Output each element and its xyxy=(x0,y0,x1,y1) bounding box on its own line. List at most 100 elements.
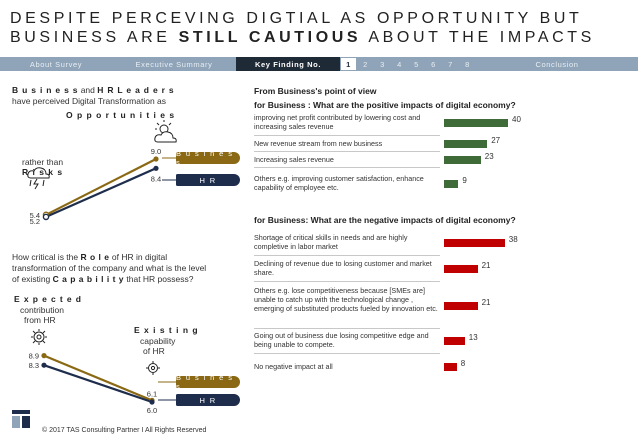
negative-impact-separator-2 xyxy=(254,281,440,282)
hr-opportunity-line xyxy=(45,167,157,218)
negative-impact-value-1: 38 xyxy=(508,235,518,244)
heading-and: and xyxy=(78,85,98,95)
question-part-c: of existing xyxy=(12,274,53,284)
nav-page-7[interactable]: 7 xyxy=(448,59,453,69)
business-legend-pill-top: B u s i n e s s xyxy=(176,149,240,167)
positive-impact-bar-4 xyxy=(444,180,459,188)
negative-impact-value-3: 21 xyxy=(481,298,491,307)
hr-risk-value: 5.2 xyxy=(30,217,40,226)
hr-expected-point xyxy=(41,362,47,368)
negative-impact-bar-4 xyxy=(444,337,465,345)
negative-impact-bar-1 xyxy=(444,239,505,247)
negative-impact-bar-5 xyxy=(444,363,457,371)
risks-label: R i s k s xyxy=(22,167,64,177)
positive-impact-bar-2 xyxy=(444,140,488,148)
role-capability-question: How critical is the R o l e of HR in dig… xyxy=(12,252,252,285)
business-opportunity-value: 9.0 xyxy=(151,147,161,156)
business-expected-value: 8.9 xyxy=(29,352,39,361)
capability-label: capability xyxy=(140,336,176,346)
opportunity-slope-chart: 9.0 8.4 5.4 5.2 xyxy=(27,120,178,226)
positive-impact-value-4: 9 xyxy=(462,176,467,185)
negative-impact-bar-2 xyxy=(444,265,478,273)
nav-page-3[interactable]: 3 xyxy=(380,59,385,69)
positive-impact-bar-3 xyxy=(444,156,481,164)
title-line-1: DESPITE PERCEVING DIGTIAL AS OPPORTUNITY… xyxy=(10,10,583,27)
negative-impact-label-5: No negative impact at all xyxy=(254,362,333,371)
positive-impact-value-1: 40 xyxy=(512,115,521,124)
hr-legend-pill-bottom: H R xyxy=(176,394,240,406)
positive-impact-separator-2 xyxy=(254,151,440,152)
question-part-d: that HR possess? xyxy=(124,274,194,284)
nav-tab-conclusion[interactable]: Conclusion xyxy=(535,59,579,69)
positive-impact-separator-3 xyxy=(254,167,440,168)
gear-icon xyxy=(31,329,47,345)
heading-business: B u s i n e s s xyxy=(12,85,79,95)
title-line-2-post: ABOUT THE IMPACTS xyxy=(361,29,595,46)
business-legend-pill-bottom: B u s i n e s s xyxy=(176,373,240,391)
business-risk-value: 5.4 xyxy=(30,211,40,220)
hr-existing-value: 6.0 xyxy=(147,406,157,415)
small-gear-icon xyxy=(146,361,160,375)
title-line-2: BUSINESS ARE STILL CAUTIOUS ABOUT THE IM… xyxy=(10,28,630,47)
page-title: DESPITE PERCEVING DIGTIAL AS OPPORTUNITY… xyxy=(10,9,630,47)
hr-existing-point xyxy=(149,399,155,405)
hr-legend-pill-top: H R xyxy=(176,174,240,186)
nav-page-4[interactable]: 4 xyxy=(397,59,402,69)
left-top-heading: B u s i n e s s and H R L e a d e r s xyxy=(12,85,174,96)
nav-tab-key-finding[interactable]: Key Finding No. xyxy=(236,57,340,71)
positive-impact-bar-1 xyxy=(444,119,508,127)
heading-hr-leaders: H R L e a d e r s xyxy=(97,85,175,95)
section-nav-bar: About Survey Executive Summary Key Findi… xyxy=(0,57,638,71)
negative-impact-bar-3 xyxy=(444,302,478,310)
sun-cloud-icon xyxy=(154,120,177,143)
business-opportunity-line xyxy=(45,158,157,216)
negative-impact-separator-1 xyxy=(254,255,440,256)
storm-cloud-icon xyxy=(27,167,50,190)
copyright-footer: © 2017 TAS Consulting Partner I All Righ… xyxy=(42,427,207,434)
hr-opportunity-point xyxy=(153,165,159,171)
business-expected-point xyxy=(41,353,47,359)
positive-impact-value-2: 27 xyxy=(491,136,501,145)
positive-impacts-title: for Business : What are the positive imp… xyxy=(254,100,516,110)
rather-than-label: rather than xyxy=(22,157,64,167)
negative-impact-label-4: Going out of business due losing competi… xyxy=(254,331,429,349)
hr-risk-point xyxy=(42,213,50,221)
negative-impact-label-2: Declining of revenue due to losing custo… xyxy=(254,259,432,277)
nav-tab-about-survey[interactable]: About Survey xyxy=(29,59,83,69)
opportunities-label: O p p o r t u n i t i e s xyxy=(66,110,176,120)
negative-impact-label-1: Shortage of critical skills in needs and… xyxy=(254,233,408,251)
business-role-line xyxy=(43,354,153,402)
hr-opportunity-value: 8.4 xyxy=(151,174,161,183)
nav-page-2[interactable]: 2 xyxy=(363,59,368,69)
positive-impact-label-4: Others e.g. improving customer satisfact… xyxy=(254,174,424,192)
negative-impact-label-3: Others e.g. lose competitiveness because… xyxy=(254,286,438,313)
company-logo xyxy=(12,410,30,428)
negative-impact-value-2: 21 xyxy=(481,261,491,270)
hr-role-line xyxy=(43,364,153,404)
negative-impact-separator-3 xyxy=(254,328,440,329)
of-hr-label: of HR xyxy=(143,346,165,356)
hr-expected-value: 8.3 xyxy=(29,361,39,370)
question-line-3: of existing C a p a b i l i t y that HR … xyxy=(12,274,252,285)
nav-tab-executive-summary[interactable]: Executive Summary xyxy=(135,59,213,69)
contribution-label: contribution xyxy=(20,305,64,315)
positive-impact-label-1: improving net profit contributed by lowe… xyxy=(254,113,421,131)
negative-impacts-title: for Business: What are the negative impa… xyxy=(254,215,516,225)
left-top-subheading: have perceived Digital Transformation as xyxy=(12,96,167,106)
positive-impact-label-2: New revenue stream from new business xyxy=(254,139,383,148)
from-hr-label: from HR xyxy=(24,315,56,325)
question-part-b: of HR in digital xyxy=(109,252,168,262)
nav-page-1[interactable]: 1 xyxy=(340,57,357,71)
existing-label: E x i s t i n g xyxy=(134,325,199,335)
question-capability: C a p a b i l i t y xyxy=(52,274,125,284)
nav-page-5[interactable]: 5 xyxy=(414,59,419,69)
nav-page-6[interactable]: 6 xyxy=(431,59,436,69)
title-line-2-pre: BUSINESS ARE xyxy=(10,29,179,46)
question-line-2: transformation of the company and what i… xyxy=(12,263,207,273)
question-line-1: How critical is the R o l e of HR in dig… xyxy=(12,252,252,263)
negative-impact-value-4: 13 xyxy=(468,333,478,342)
question-part-a: How critical is the xyxy=(12,252,81,262)
nav-page-8[interactable]: 8 xyxy=(465,59,470,69)
positive-impact-label-3: Increasing sales revenue xyxy=(254,155,334,164)
title-emphasis: STILL CAUTIOUS xyxy=(178,29,362,46)
